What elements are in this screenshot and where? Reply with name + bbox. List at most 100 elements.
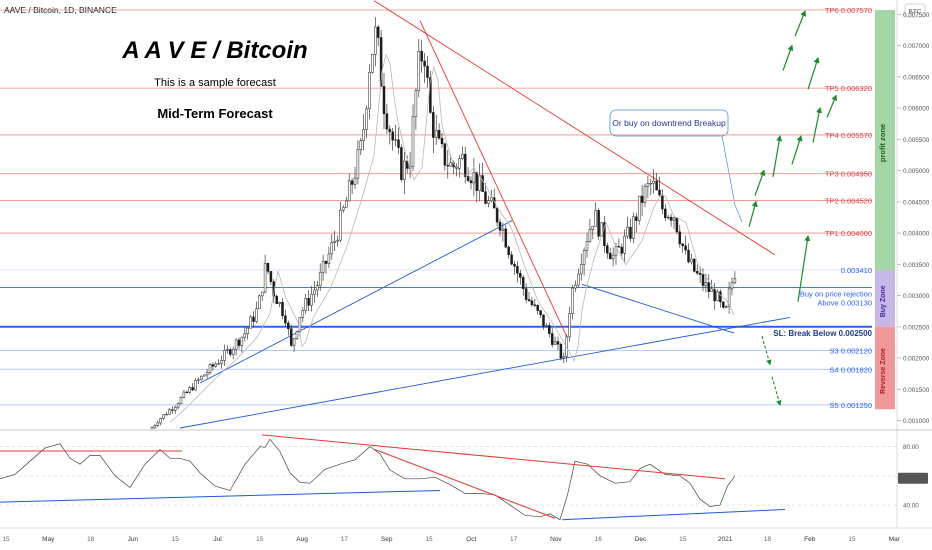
reverse-zone xyxy=(875,326,895,410)
candle-body xyxy=(266,263,270,272)
time-tick-label: 17 xyxy=(341,536,349,543)
candle-body xyxy=(220,360,223,364)
price-tick-label: 0.002500 xyxy=(903,324,930,331)
candle-body xyxy=(356,149,360,179)
tp-label: TP4 0.005570 xyxy=(825,131,872,140)
candle-body xyxy=(200,375,203,380)
candle-body xyxy=(730,282,734,290)
candle-body xyxy=(469,180,473,184)
candle-body xyxy=(287,322,290,329)
price-tick-label: 0.004000 xyxy=(903,231,930,238)
candle-body xyxy=(394,139,397,141)
candle-body xyxy=(521,277,525,289)
candle-body xyxy=(345,200,348,208)
candle-body xyxy=(188,387,191,393)
rsi-trend-line xyxy=(261,434,726,480)
candle-body xyxy=(495,207,499,223)
candle-body xyxy=(577,273,580,286)
time-tick-label: Mar xyxy=(889,536,901,543)
time-tick-label: Jun xyxy=(128,536,139,543)
candle-body xyxy=(449,162,452,167)
candle-body xyxy=(585,241,589,251)
price-axis[interactable]: 0.007500 0.007000 0.006500 0.006000 0.005500… xyxy=(896,0,930,528)
price-tick-label: 0.007000 xyxy=(903,43,930,50)
trend-line xyxy=(419,20,569,340)
candle-body xyxy=(487,200,490,204)
candle-body xyxy=(269,271,273,282)
candle-body xyxy=(362,129,365,141)
target-arrow-down xyxy=(771,376,782,406)
rsi-trend-line xyxy=(0,489,441,503)
candle-body xyxy=(559,343,563,359)
candle-body xyxy=(258,295,261,310)
candle-body xyxy=(490,197,493,202)
candle-body xyxy=(530,300,534,306)
candle-body xyxy=(313,289,316,295)
currency-badge[interactable]: BTC xyxy=(904,3,926,18)
trend-line xyxy=(179,316,791,429)
time-tick-label: 18 xyxy=(87,536,95,543)
candle-body xyxy=(637,195,641,221)
candle-body xyxy=(289,328,293,346)
target-arrow-up xyxy=(754,169,766,196)
callout-pointer xyxy=(721,135,743,223)
candle-body xyxy=(664,208,667,219)
time-tick-label: Aug xyxy=(296,536,308,543)
forecast-horizon: Mid-Term Forecast xyxy=(157,106,273,121)
time-axis[interactable]: 15 May 18 Jun 15 Jul 15 Aug 17 Sep 15 Oct 17 Nov 16 Dec… xyxy=(0,527,932,543)
candle-body xyxy=(597,210,600,237)
candle-body xyxy=(550,333,554,345)
trend-line xyxy=(581,283,735,334)
candle-body xyxy=(507,246,510,256)
support-label: S4 0.001820 xyxy=(829,365,872,374)
candle-body xyxy=(156,422,160,426)
candle-body xyxy=(513,263,516,267)
candle-body xyxy=(504,228,508,248)
candle-body xyxy=(524,288,528,300)
candle-body xyxy=(690,258,693,263)
candle-body xyxy=(208,364,212,373)
candle-body xyxy=(562,356,566,359)
candle-body xyxy=(307,298,310,306)
candle-body xyxy=(437,129,441,139)
trend-line xyxy=(373,0,776,256)
stop-loss-label: SL: Break Below 0.002500 xyxy=(773,329,872,338)
candle-body xyxy=(675,217,679,233)
candle-body xyxy=(684,245,687,251)
candle-body xyxy=(330,242,334,255)
candle-body xyxy=(548,325,551,334)
candle-body xyxy=(304,298,307,311)
candle-body xyxy=(478,175,481,191)
price-tick-label: 0.006000 xyxy=(903,106,930,113)
candle-body xyxy=(295,330,299,339)
candle-body xyxy=(608,252,612,260)
time-tick-label: 15 xyxy=(2,536,10,543)
candle-body xyxy=(695,271,699,274)
time-tick-label: Oct xyxy=(466,536,476,543)
candle-body xyxy=(397,139,400,148)
candle-body xyxy=(249,316,252,329)
time-tick-label: 15 xyxy=(256,536,264,543)
candle-body xyxy=(376,26,380,38)
support-label: S5 0.001250 xyxy=(829,401,872,410)
zone-column: profit zone Buy Zone Reverse Zone xyxy=(875,9,895,410)
candle-body xyxy=(501,228,505,231)
candle-body xyxy=(678,231,682,245)
candle-body xyxy=(582,250,586,265)
buy-zone-label: Buy Zone xyxy=(880,285,887,317)
price-tick-label: 0.006500 xyxy=(903,74,930,81)
time-tick-label: 16 xyxy=(595,536,603,543)
candle-body xyxy=(255,308,258,322)
candle-body xyxy=(443,143,447,166)
candle-body xyxy=(635,216,638,221)
candle-body xyxy=(403,160,406,180)
price-tick-label: 0.001000 xyxy=(903,418,930,425)
rsi-panel xyxy=(0,429,932,521)
candle-body xyxy=(733,278,737,283)
candle-body xyxy=(698,272,702,275)
target-arrow-up xyxy=(782,44,794,71)
price-tick-label: 0.002000 xyxy=(903,356,930,363)
candle-body xyxy=(484,191,487,204)
candle-body xyxy=(316,285,319,291)
